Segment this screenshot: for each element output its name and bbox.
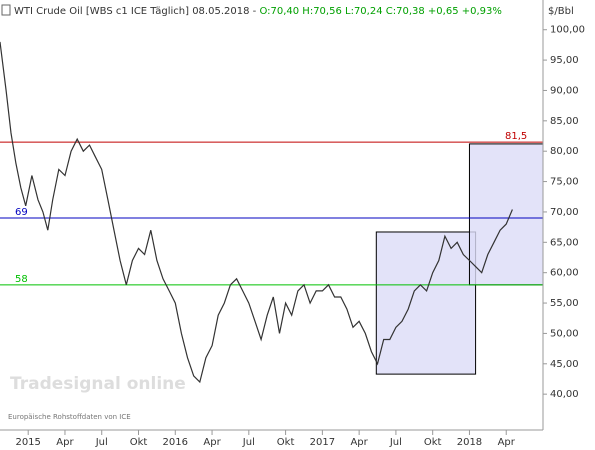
x-tick-label: Jul: [242, 437, 255, 448]
reference-label: 58: [15, 274, 28, 285]
watermark: Tradesignal online: [10, 374, 186, 394]
x-tick-label: Apr: [350, 437, 368, 448]
y-tick-label: 40,00: [550, 389, 579, 400]
x-tick-label: Okt: [130, 437, 148, 448]
y-tick-label: 50,00: [550, 328, 579, 339]
y-tick-label: 65,00: [550, 237, 579, 248]
y-tick-label: 95,00: [550, 55, 579, 66]
x-tick-label: Apr: [203, 437, 221, 448]
x-tick-label: Jul: [389, 437, 402, 448]
icon: [1, 4, 11, 16]
source-note: Europäische Rohstoffdaten von ICE: [8, 413, 131, 421]
chart-header: WTI Crude Oil [WBS c1 ICE Täglich] 08.05…: [14, 6, 502, 17]
annotation-box: [468, 143, 544, 286]
reference-label: 81,5: [505, 131, 527, 142]
y-tick-label: 90,00: [550, 85, 579, 96]
y-tick-label: 60,00: [550, 268, 579, 279]
x-tick-label: Apr: [56, 437, 74, 448]
x-tick-label: 2017: [310, 437, 335, 448]
y-tick-label: 80,00: [550, 146, 579, 157]
y-tick-label: 45,00: [550, 359, 579, 370]
chart-title: WTI Crude Oil [WBS c1 ICE Täglich] 08.05…: [14, 6, 257, 17]
y-unit: $/Bbl: [548, 6, 574, 17]
x-tick-label: Okt: [277, 437, 295, 448]
y-tick-label: 55,00: [550, 298, 579, 309]
reference-label: 69: [15, 207, 28, 218]
quote: O:70,40 H:70,56 L:70,24 C:70,38 +0,65 +0…: [259, 6, 501, 17]
annotation-box: [375, 231, 477, 375]
price-line: [0, 41, 513, 384]
x-tick-label: 2016: [163, 437, 188, 448]
y-tick-label: 70,00: [550, 207, 579, 218]
y-tick-label: 75,00: [550, 177, 579, 188]
x-tick-label: 2015: [15, 437, 40, 448]
x-tick-label: Apr: [498, 437, 516, 448]
y-tick-label: 100,00: [550, 25, 585, 36]
y-tick-label: 85,00: [550, 116, 579, 127]
x-tick-label: 2018: [457, 437, 482, 448]
x-tick-label: Jul: [95, 437, 108, 448]
x-tick-label: Okt: [424, 437, 442, 448]
